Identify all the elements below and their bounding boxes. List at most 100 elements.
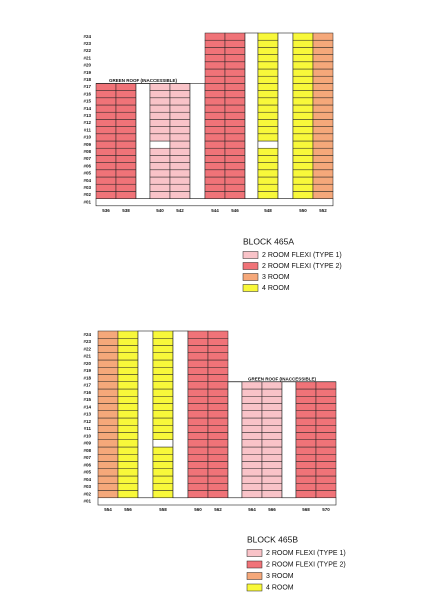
unit-cell — [257, 147, 279, 156]
unit-cell — [117, 461, 139, 469]
unit-cell — [312, 140, 334, 149]
unit-cell — [149, 162, 171, 171]
unit-cell — [207, 381, 229, 390]
floor-label: #24 — [83, 34, 91, 39]
unit-cell — [312, 97, 334, 106]
floor-label: #04 — [83, 477, 91, 482]
unit-cell — [97, 388, 119, 397]
unit-cell — [115, 97, 137, 106]
unit-cell — [292, 140, 314, 149]
unit-cell — [97, 468, 119, 477]
unit-number: 564 — [248, 507, 256, 512]
unit-cell — [207, 330, 229, 339]
unit-cell — [95, 126, 117, 135]
unit-cell — [117, 446, 139, 455]
unit-cell — [312, 176, 334, 185]
unit-cell — [312, 147, 334, 156]
unit-cell — [292, 147, 314, 156]
unit-cell — [241, 425, 263, 433]
unit-cell — [95, 155, 117, 163]
unit-cell — [312, 68, 334, 77]
unit-number: 558 — [159, 507, 167, 512]
legend-label: 4 ROOM — [262, 285, 290, 292]
unit-cell — [207, 359, 229, 368]
unit-cell — [207, 461, 229, 469]
unit-cell — [204, 83, 226, 91]
unit-cell — [312, 83, 334, 91]
unit-cell — [241, 432, 263, 440]
unit-cell — [292, 169, 314, 178]
unit-cell — [97, 475, 119, 484]
unit-cell — [241, 468, 263, 477]
unit-cell — [204, 54, 226, 63]
unit-cell — [261, 446, 283, 455]
unit-cell — [295, 446, 317, 455]
unit-cell — [292, 183, 314, 192]
unit-cell — [152, 425, 174, 433]
unit-cell — [261, 403, 283, 411]
unit-cell — [152, 403, 174, 411]
floor-label: #15 — [83, 99, 91, 104]
unit-cell — [115, 90, 137, 99]
unit-cell — [204, 176, 226, 185]
unit-cell — [207, 410, 229, 419]
unit-cell — [241, 475, 263, 484]
unit-cell — [204, 162, 226, 171]
unit-cell — [115, 176, 137, 185]
floor-label: #12 — [83, 419, 91, 424]
unit-cell — [312, 155, 334, 163]
unit-cell — [315, 425, 337, 433]
unit-cell — [187, 410, 209, 419]
unit-cell — [117, 468, 139, 477]
unit-cell — [224, 147, 246, 156]
unit-cell — [187, 381, 209, 390]
unit-cell — [207, 454, 229, 462]
unit-cell — [204, 61, 226, 70]
unit-cell — [95, 169, 117, 178]
unit-cell — [149, 176, 171, 185]
unit-cell — [204, 90, 226, 99]
unit-cell — [295, 388, 317, 397]
unit-cell — [241, 490, 263, 498]
unit-cell — [292, 111, 314, 120]
unit-cell — [169, 155, 191, 163]
floor-label: #08 — [83, 448, 91, 453]
unit-cell — [207, 446, 229, 455]
unit-cell — [152, 359, 174, 368]
unit-cell — [261, 439, 283, 448]
unit-cell — [261, 381, 283, 390]
unit-cell — [292, 176, 314, 185]
unit-cell — [295, 490, 317, 498]
void — [244, 32, 259, 199]
floor-label: #09 — [83, 142, 91, 147]
unit-cell — [115, 191, 137, 199]
unit-cell — [152, 461, 174, 469]
unit-cell — [312, 90, 334, 99]
unit-cell — [312, 119, 334, 127]
unit-cell — [117, 381, 139, 390]
unit-cell — [187, 432, 209, 440]
floor-label: #03 — [83, 185, 91, 190]
unit-cell — [261, 468, 283, 477]
unit-cell — [152, 432, 174, 440]
legend-swatch — [246, 583, 263, 592]
unit-cell — [257, 191, 279, 199]
unit-cell — [224, 183, 246, 192]
unit-cell — [257, 75, 279, 84]
legend-label: 2 ROOM FLEXI (TYPE 1) — [262, 252, 342, 259]
unit-cell — [149, 97, 171, 106]
void — [227, 381, 243, 499]
unit-cell — [95, 176, 117, 185]
unit-number: 550 — [299, 208, 307, 213]
unit-cell — [257, 39, 279, 48]
unit-cell — [95, 97, 117, 106]
unit-cell — [224, 47, 246, 55]
unit-cell — [117, 345, 139, 353]
unit-cell — [95, 191, 117, 199]
unit-cell — [315, 417, 337, 426]
unit-cell — [257, 119, 279, 127]
unit-cell — [312, 183, 334, 192]
unit-cell — [224, 191, 246, 199]
unit-cell — [95, 119, 117, 127]
unit-cell — [315, 439, 337, 448]
